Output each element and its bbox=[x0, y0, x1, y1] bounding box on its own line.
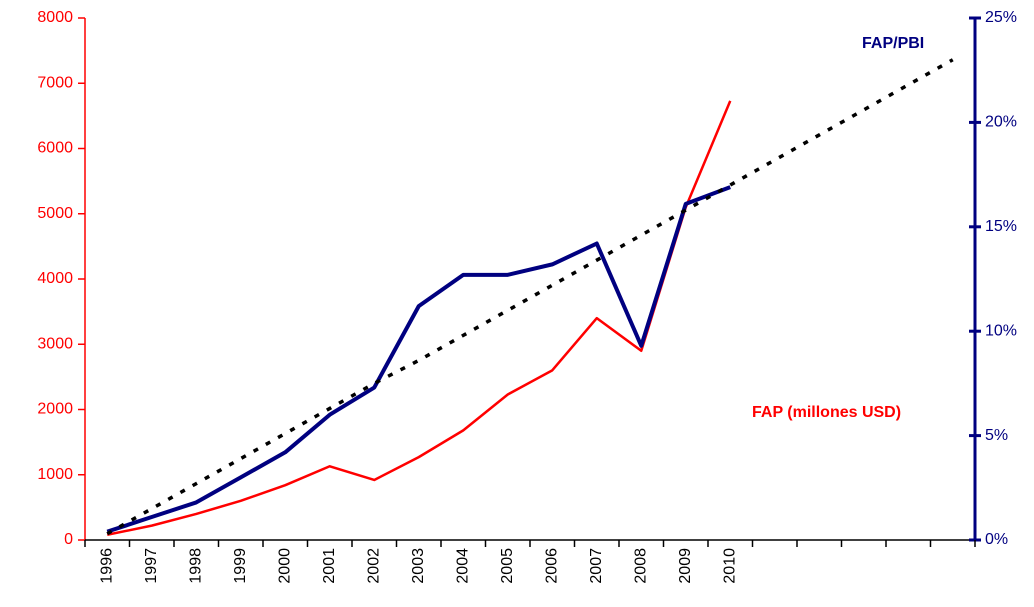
series-line bbox=[106, 185, 731, 534]
y-tick-label: 4000 bbox=[37, 270, 73, 287]
y-tick-label: 6000 bbox=[37, 140, 73, 157]
x-tick-label: 1996 bbox=[98, 548, 115, 584]
x-tick-label: 1999 bbox=[232, 548, 249, 584]
y2-tick-label: 10% bbox=[985, 322, 1017, 339]
x-tick-label: 2004 bbox=[454, 548, 471, 584]
x-tick-label: 1998 bbox=[187, 548, 204, 584]
y2-tick-label: 20% bbox=[985, 114, 1017, 131]
y-tick-label: 1000 bbox=[37, 466, 73, 483]
y2-tick-label: 15% bbox=[985, 218, 1017, 235]
x-tick-label: 2000 bbox=[276, 548, 293, 584]
x-tick-label: 2006 bbox=[543, 548, 560, 584]
x-tick-label: 2002 bbox=[365, 548, 382, 584]
y2-tick-label: 25% bbox=[985, 9, 1017, 26]
y-tick-label: 3000 bbox=[37, 335, 73, 352]
x-tick-label: 2007 bbox=[588, 548, 605, 584]
annotation: FAP/PBI bbox=[862, 35, 924, 52]
x-tick-label: 2009 bbox=[677, 548, 694, 584]
x-tick-label: 2010 bbox=[721, 548, 738, 584]
y-tick-label: 0 bbox=[64, 531, 73, 548]
y-tick-label: 5000 bbox=[37, 205, 73, 222]
x-tick-label: 2005 bbox=[499, 548, 516, 584]
y-tick-label: 7000 bbox=[37, 74, 73, 91]
y2-tick-label: 0% bbox=[985, 531, 1008, 548]
y-tick-label: 8000 bbox=[37, 9, 73, 26]
y2-tick-label: 5% bbox=[985, 427, 1008, 444]
annotation: FAP (millones USD) bbox=[752, 404, 901, 421]
x-tick-label: 1997 bbox=[143, 548, 160, 584]
x-tick-label: 2008 bbox=[632, 548, 649, 584]
trend-line bbox=[106, 58, 954, 536]
x-tick-label: 2001 bbox=[321, 548, 338, 584]
x-tick-label: 2003 bbox=[410, 548, 427, 584]
y-tick-label: 2000 bbox=[37, 401, 73, 418]
series-line bbox=[106, 100, 732, 537]
